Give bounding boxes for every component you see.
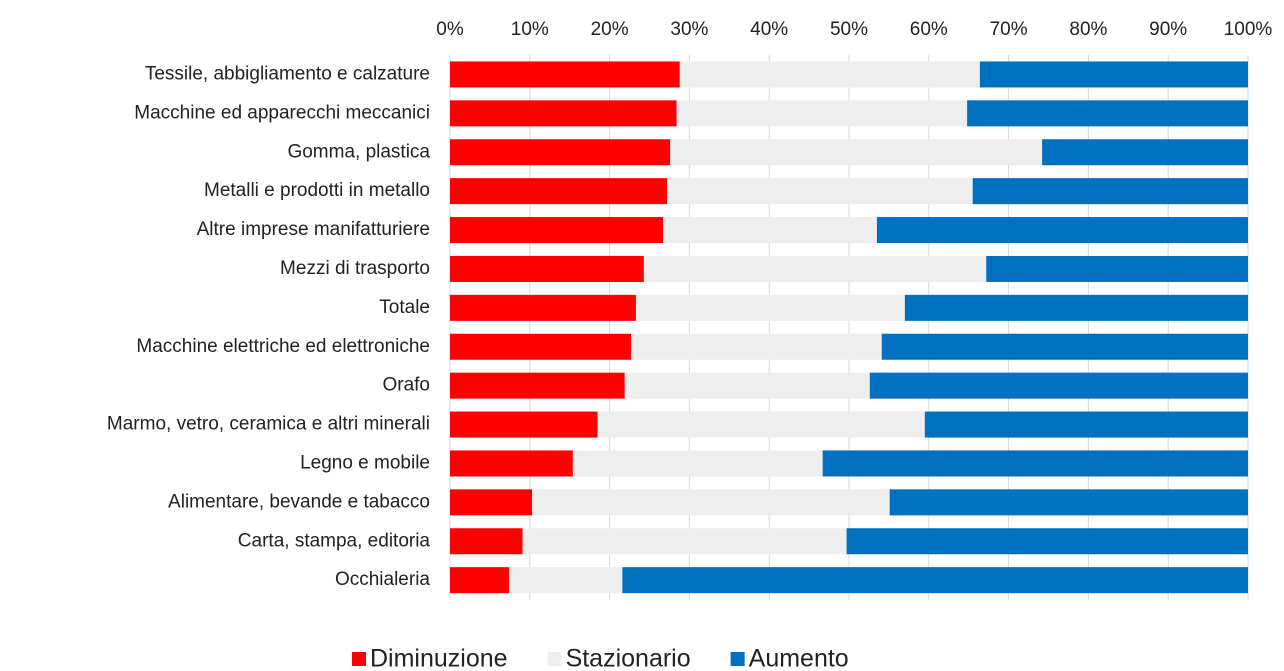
bar	[624, 372, 870, 399]
bar	[450, 333, 632, 360]
bar	[450, 567, 510, 594]
y-tick-label: Macchine ed apparecchi meccanici	[134, 102, 430, 123]
bar	[509, 567, 623, 594]
bar	[869, 372, 1248, 399]
bar	[450, 178, 668, 205]
bar	[597, 411, 925, 438]
bar	[450, 372, 625, 399]
x-tick-label: 50%	[830, 19, 868, 40]
bar	[679, 61, 980, 88]
bar	[846, 528, 1248, 555]
y-tick-label: Totale	[379, 297, 430, 318]
bar	[670, 139, 1043, 166]
bar	[1042, 139, 1248, 166]
bar	[676, 100, 968, 127]
bar	[972, 178, 1248, 205]
y-tick-label: Carta, stampa, editoria	[238, 530, 431, 551]
bar	[979, 61, 1248, 88]
x-tick-label: 100%	[1224, 19, 1273, 40]
bar	[522, 528, 847, 555]
legend-swatch	[547, 652, 562, 666]
bar	[532, 489, 890, 516]
bar	[450, 217, 664, 244]
x-tick-label: 0%	[436, 19, 464, 40]
bar	[635, 294, 905, 321]
bar	[450, 255, 644, 282]
legend-swatch	[730, 652, 745, 666]
bar	[904, 294, 1248, 321]
y-tick-label: Gomma, plastica	[287, 141, 430, 162]
legend-label: Aumento	[749, 645, 849, 671]
bar	[450, 100, 677, 127]
bar	[450, 528, 523, 555]
bar	[643, 255, 987, 282]
y-tick-label: Legno e mobile	[300, 452, 430, 473]
y-tick-label: Marmo, vetro, ceramica e altri minerali	[107, 414, 430, 435]
y-tick-label: Tessile, abbigliamento e calzature	[145, 63, 430, 84]
bar	[822, 450, 1248, 477]
bar	[667, 178, 973, 205]
x-tick-label: 90%	[1149, 19, 1187, 40]
bar	[986, 255, 1248, 282]
x-tick-label: 20%	[591, 19, 629, 40]
x-tick-label: 30%	[670, 19, 708, 40]
legend-label: Stazionario	[566, 645, 691, 671]
x-tick-label: 60%	[910, 19, 948, 40]
bar	[663, 217, 877, 244]
bar	[631, 333, 882, 360]
bar	[450, 139, 671, 166]
y-tick-label: Macchine elettriche ed elettroniche	[136, 336, 430, 357]
bar	[622, 567, 1248, 594]
bar	[967, 100, 1248, 127]
bar	[450, 61, 680, 88]
y-tick-label: Metalli e prodotti in metallo	[204, 180, 430, 201]
x-tick-label: 10%	[511, 19, 549, 40]
bar	[924, 411, 1248, 438]
bar	[450, 489, 533, 516]
y-tick-label: Occhialeria	[335, 569, 430, 590]
x-tick-label: 70%	[990, 19, 1028, 40]
y-tick-label: Altre imprese manifatturiere	[197, 219, 430, 240]
bar	[876, 217, 1248, 244]
bar	[572, 450, 823, 477]
bar	[889, 489, 1248, 516]
y-tick-label: Alimentare, bevande e tabacco	[168, 491, 430, 512]
legend-swatch	[352, 652, 366, 666]
y-tick-label: Mezzi di trasporto	[280, 258, 430, 279]
x-tick-label: 80%	[1069, 19, 1107, 40]
bar	[450, 450, 573, 477]
bar	[450, 411, 598, 438]
x-tick-label: 40%	[750, 19, 788, 40]
bar	[881, 333, 1248, 360]
bar	[450, 294, 636, 321]
legend-label: Diminuzione	[370, 645, 508, 671]
y-tick-label: Orafo	[382, 375, 430, 396]
